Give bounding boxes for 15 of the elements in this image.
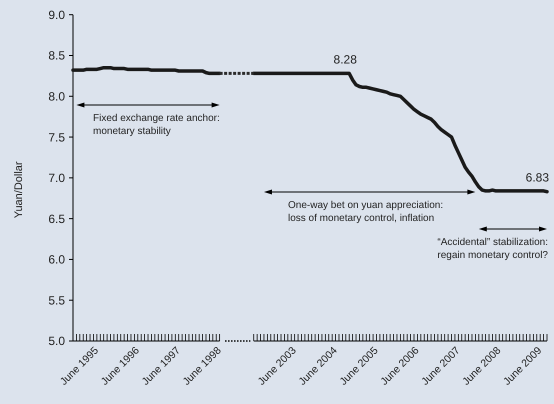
annotation: “Accidental” stabilization: regain monetary control?	[437, 237, 548, 261]
y-tick-label: 7.0	[48, 171, 66, 186]
annotation: Fixed exchange rate anchor: monetary stability	[93, 113, 220, 137]
annotation: One-way bet on yuan appreciation: loss of monetary control, inflation	[288, 200, 444, 224]
y-tick-label: 9.0	[48, 8, 66, 22]
y-tick-label: 6.0	[48, 252, 66, 267]
text: 7.5	[48, 130, 65, 144]
text: 5.5	[48, 293, 65, 308]
text: 8.5	[48, 48, 65, 63]
text: 6.5	[48, 212, 65, 226]
y-axis-title: Yuan/Dollar	[13, 161, 25, 218]
y-tick-label: 5.0	[48, 334, 66, 348]
data-label: 6.83	[526, 170, 550, 185]
y-tick-label: 8.0	[48, 89, 66, 104]
data-label: 8.28	[334, 52, 358, 66]
